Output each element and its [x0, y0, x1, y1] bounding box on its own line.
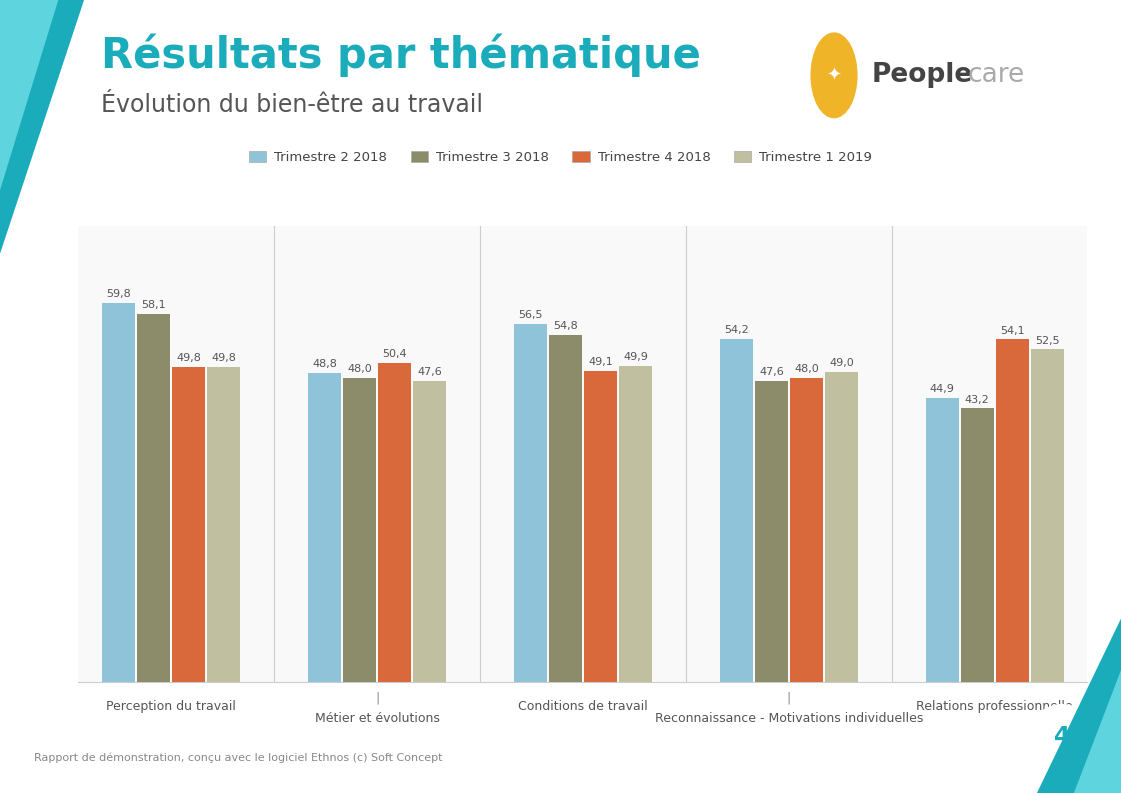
Bar [961, 408, 994, 682]
Bar [619, 366, 652, 682]
Bar [926, 397, 958, 682]
Bar [343, 378, 377, 682]
Text: 47,6: 47,6 [417, 366, 442, 377]
Bar [207, 366, 240, 682]
Text: 54,8: 54,8 [553, 321, 577, 331]
Text: 58,1: 58,1 [141, 301, 166, 310]
Text: 49,1: 49,1 [589, 357, 613, 367]
Text: 48,0: 48,0 [794, 364, 818, 374]
Bar [754, 381, 788, 682]
Bar [308, 373, 341, 682]
Text: ✦: ✦ [826, 67, 842, 84]
Ellipse shape [812, 33, 856, 117]
Bar [513, 324, 547, 682]
Legend: Trimestre 2 2018, Trimestre 3 2018, Trimestre 4 2018, Trimestre 1 2019: Trimestre 2 2018, Trimestre 3 2018, Trim… [243, 145, 878, 170]
Text: 56,5: 56,5 [518, 310, 543, 320]
Text: |: | [374, 691, 379, 704]
Text: 43,2: 43,2 [965, 395, 990, 404]
Bar [137, 314, 170, 682]
Bar [789, 378, 823, 682]
Text: 49,8: 49,8 [211, 353, 237, 363]
Text: 54,1: 54,1 [1000, 326, 1025, 335]
Text: 49,9: 49,9 [623, 352, 648, 362]
Bar [102, 303, 136, 682]
Text: -2,3: -2,3 [361, 202, 393, 220]
Bar [172, 366, 205, 682]
Text: 44,9: 44,9 [929, 384, 955, 394]
Text: -9,7: -9,7 [772, 202, 805, 220]
Text: Rapport de démonstration, conçu avec le logiciel Ethnos (c) Soft Concept: Rapport de démonstration, conçu avec le … [34, 752, 442, 763]
Text: -16,7: -16,7 [150, 202, 193, 220]
Text: 54,2: 54,2 [724, 325, 749, 335]
Text: Reconnaissance - Motivations individuelles: Reconnaissance - Motivations individuell… [655, 712, 923, 726]
Text: 48,0: 48,0 [348, 364, 372, 374]
Bar [825, 372, 858, 682]
Text: 4: 4 [1054, 726, 1071, 749]
Text: Relations professionnelle: Relations professionnelle [916, 699, 1073, 713]
Text: Évolution du bien-être au travail: Évolution du bien-être au travail [101, 94, 483, 117]
Text: People: People [872, 63, 973, 88]
Bar [378, 363, 411, 682]
Text: Perception du travail: Perception du travail [106, 699, 237, 713]
Text: 49,8: 49,8 [176, 353, 201, 363]
Text: 47,6: 47,6 [759, 366, 784, 377]
Text: 52,5: 52,5 [1035, 335, 1059, 346]
Bar [1030, 350, 1064, 682]
Text: 49,0: 49,0 [828, 358, 854, 368]
Bar [549, 335, 582, 682]
Bar [720, 339, 753, 682]
Text: 50,4: 50,4 [382, 349, 407, 359]
Bar [995, 339, 1029, 682]
Text: -11,6: -11,6 [562, 202, 604, 220]
Text: Métier et évolutions: Métier et évolutions [315, 712, 439, 726]
Text: +16,9: +16,9 [970, 202, 1020, 220]
Text: Résultats par thématique: Résultats par thématique [101, 33, 701, 77]
Text: 59,8: 59,8 [106, 289, 131, 300]
Text: Conditions de travail: Conditions de travail [518, 699, 648, 713]
Text: |: | [787, 691, 791, 704]
Text: care: care [967, 63, 1025, 88]
Bar [413, 381, 446, 682]
Bar [584, 371, 617, 682]
Text: 48,8: 48,8 [312, 359, 337, 369]
Circle shape [1029, 705, 1095, 770]
